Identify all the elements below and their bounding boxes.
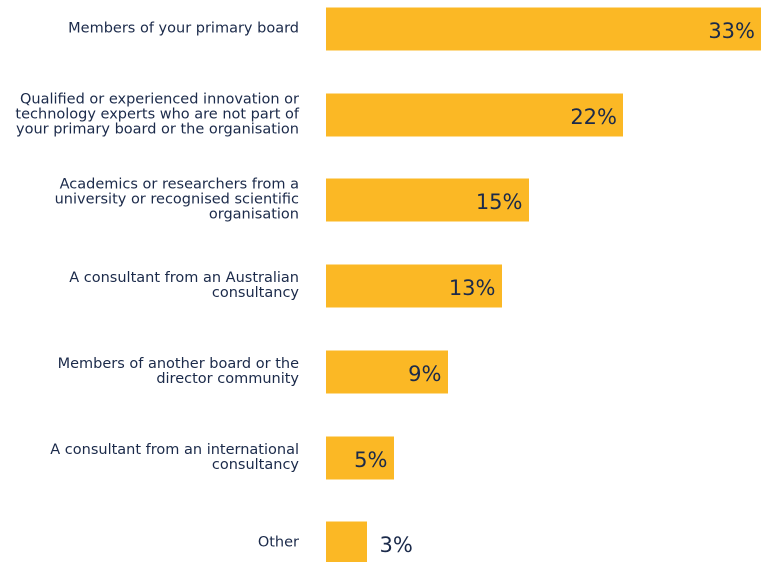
category-label: Members of your primary board	[68, 20, 299, 37]
bar	[326, 7, 761, 51]
value-label: 9%	[408, 361, 442, 386]
category-label: Academics or researchers from a universi…	[54, 176, 299, 223]
category-label: A consultant from an Australian consulta…	[69, 270, 299, 302]
bar	[326, 350, 448, 394]
category-label: A consultant from an international consu…	[50, 441, 299, 473]
bar	[326, 264, 502, 308]
category-label: Members of another board or the director…	[57, 355, 299, 387]
value-label: 5%	[354, 447, 388, 472]
value-label: 3%	[379, 533, 413, 558]
bar	[326, 521, 367, 562]
category-label: Qualified or experienced innovation or t…	[15, 91, 299, 138]
value-label: 22%	[570, 104, 617, 129]
bar	[326, 178, 529, 222]
bar	[326, 436, 394, 479]
value-label: 13%	[448, 276, 496, 301]
category-label: Other	[257, 534, 299, 551]
value-label: 33%	[708, 19, 755, 43]
bar	[326, 93, 623, 137]
value-label: 15%	[475, 190, 523, 215]
